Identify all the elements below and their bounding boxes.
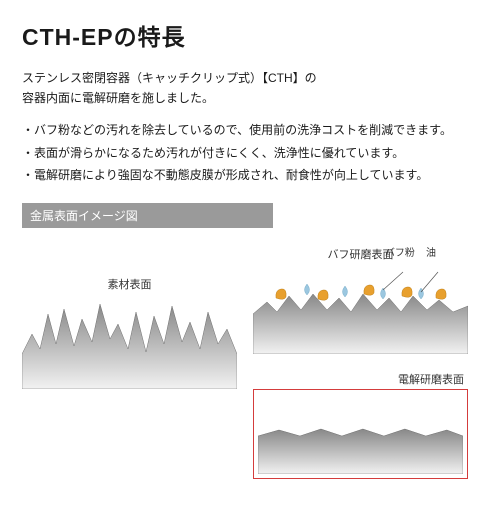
panel-label: 素材表面 — [22, 276, 237, 292]
intro-line: ステンレス密閉容器（キャッチクリップ式）【CTH】の — [22, 68, 478, 88]
diagram-area: 素材表面 バフ研磨表面 バフ粉 油 — [22, 246, 478, 506]
panel-raw-surface: 素材表面 — [22, 276, 237, 389]
sub-label-powder: バフ粉 — [385, 248, 415, 259]
bullet-item: 電解研磨により強固な不動態皮膜が形成され、耐食性が向上しています。 — [22, 164, 478, 187]
bullet-item: 表面が滑らかになるため汚れが付きにくく、洗浄性に優れています。 — [22, 142, 478, 165]
panel-label: 電解研磨表面 — [253, 371, 468, 387]
page-title: CTH-EPの特長 — [22, 18, 478, 52]
raw-surface-svg — [22, 294, 237, 389]
panel-buff-surface: バフ研磨表面 バフ粉 油 — [253, 246, 468, 354]
sub-label-oil: 油 — [426, 248, 436, 259]
section-header: 金属表面イメージ図 — [22, 203, 273, 228]
panel-ep-surface: 電解研磨表面 — [253, 371, 468, 479]
bullet-list: バフ粉などの汚れを除去しているので、使用前の洗浄コストを削減できます。 表面が滑… — [22, 119, 478, 187]
buff-surface-svg — [253, 264, 468, 354]
bullet-item: バフ粉などの汚れを除去しているので、使用前の洗浄コストを削減できます。 — [22, 119, 478, 142]
intro-line: 容器内面に電解研磨を施しました。 — [22, 88, 478, 108]
ep-surface-svg — [258, 394, 463, 474]
highlight-box — [253, 389, 468, 479]
intro-text: ステンレス密閉容器（キャッチクリップ式）【CTH】の 容器内面に電解研磨を施しま… — [22, 68, 478, 109]
